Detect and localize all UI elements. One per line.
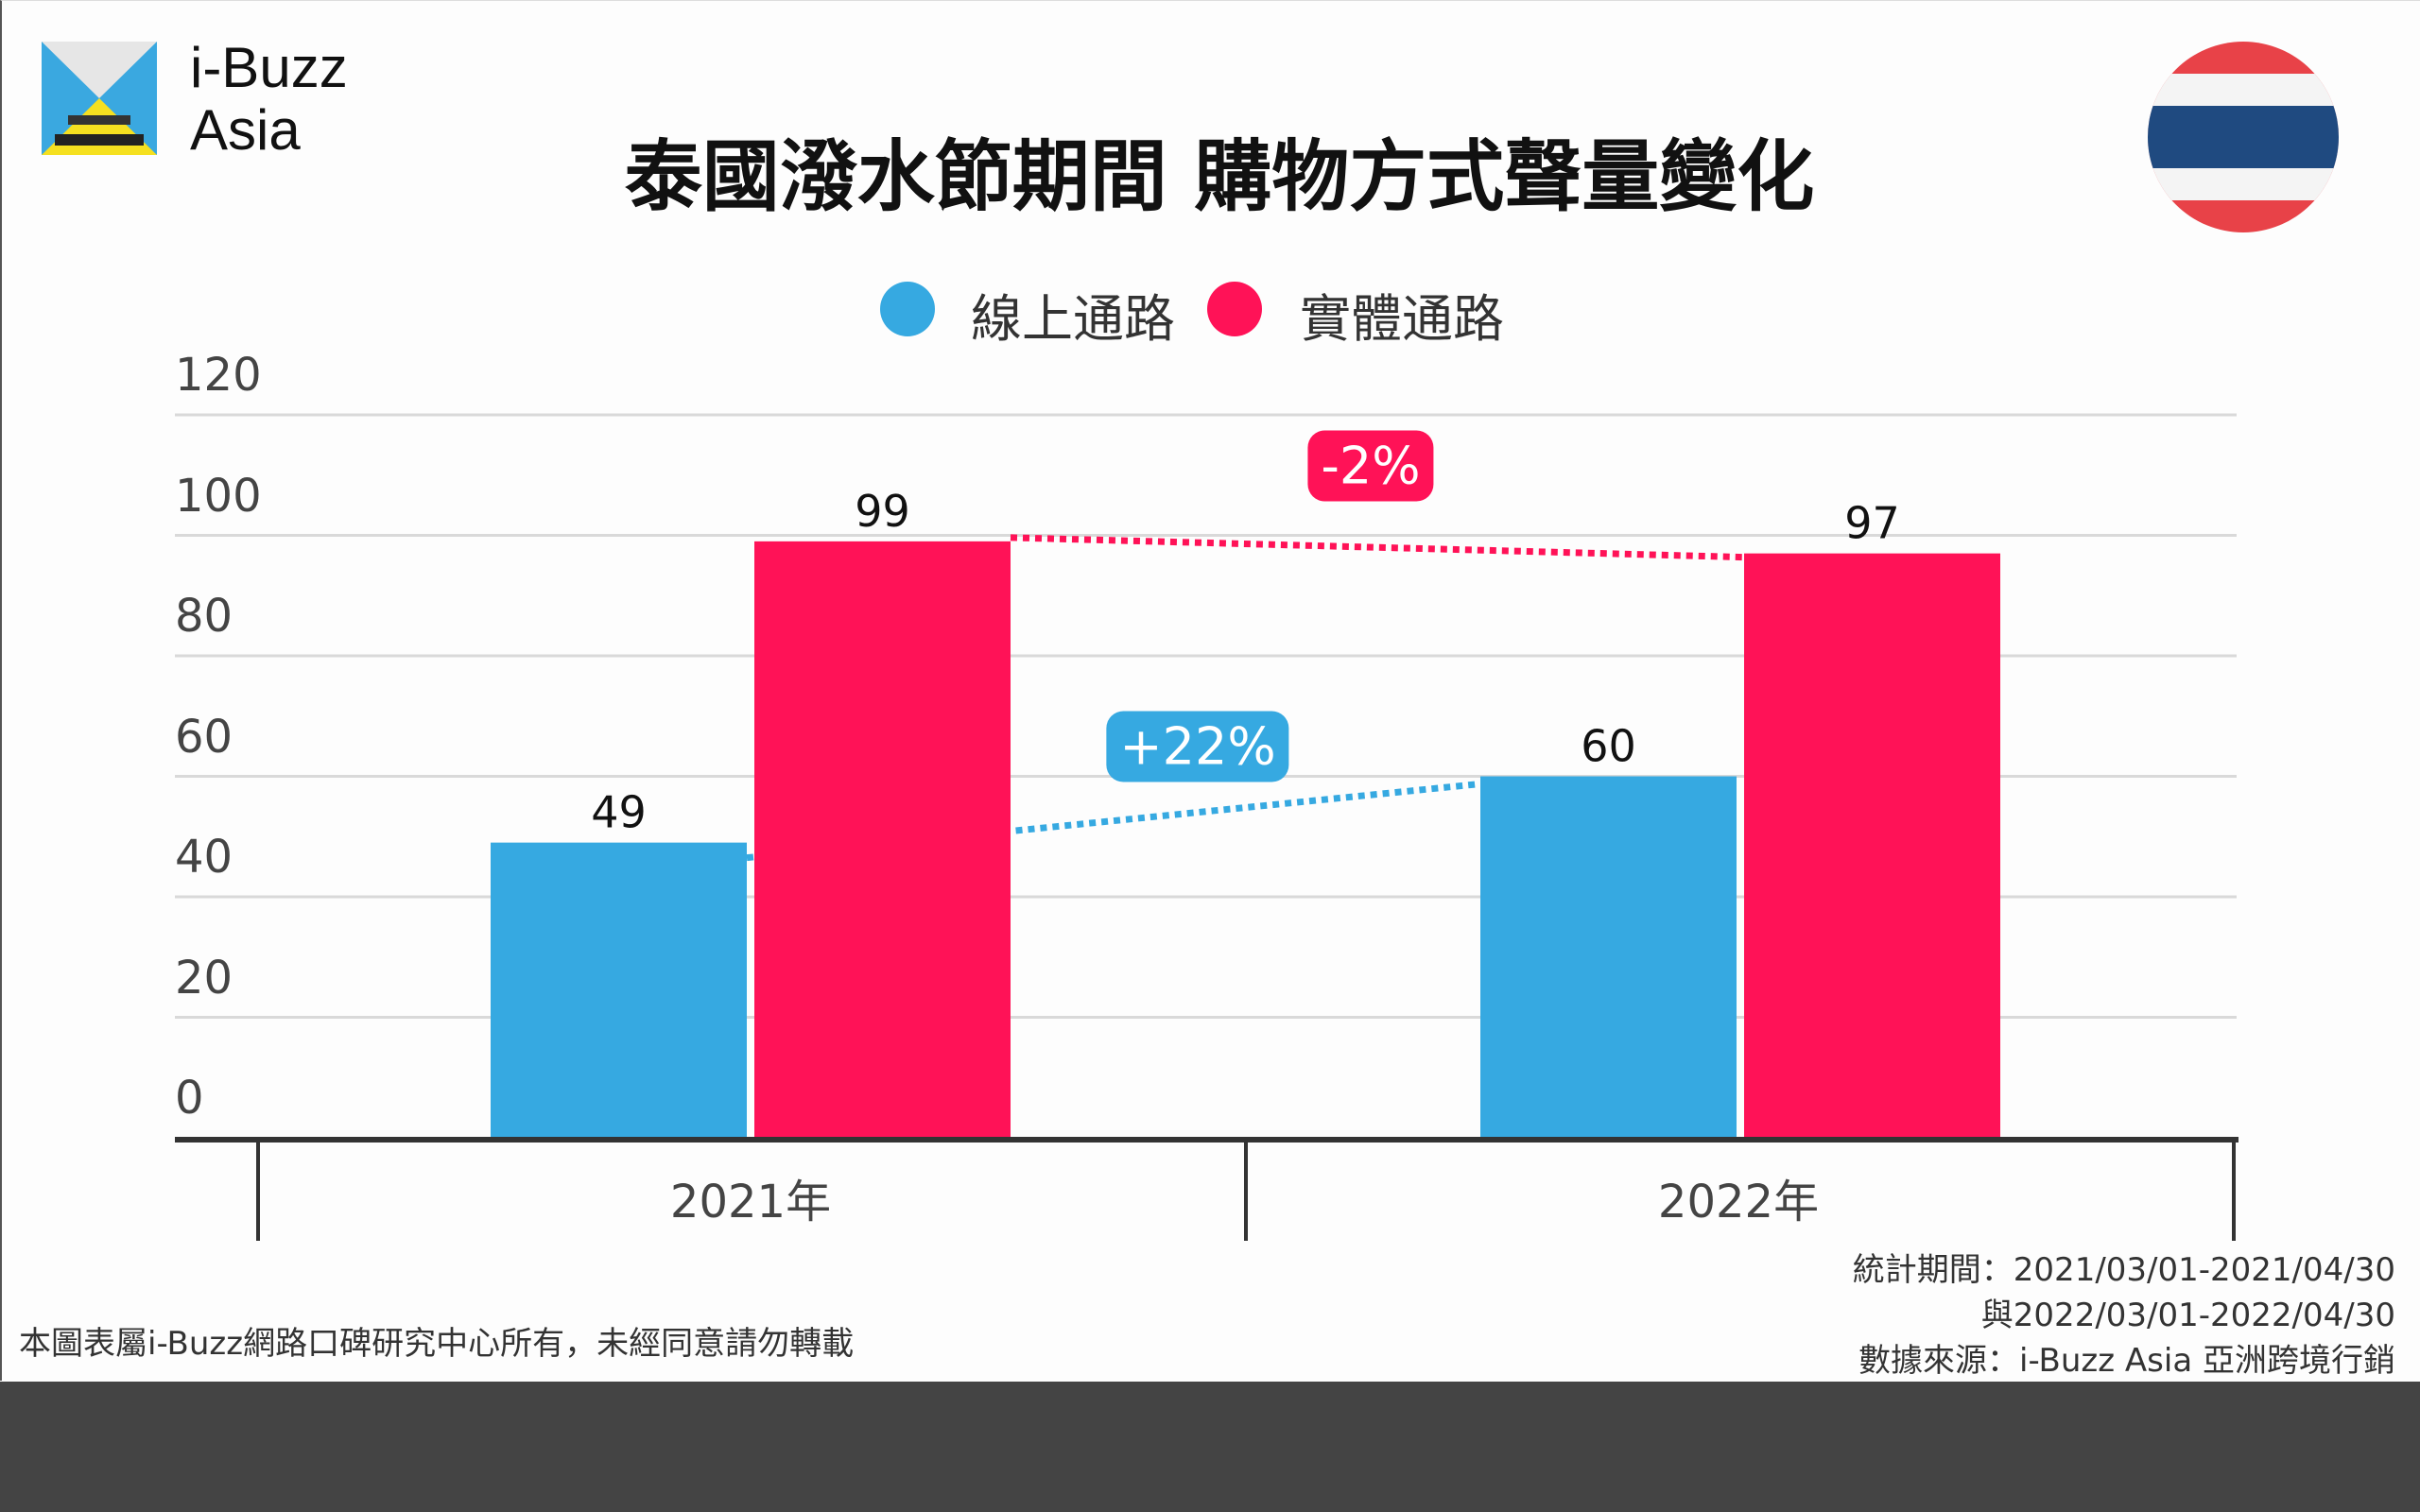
chart-canvas — [0, 0, 2420, 1381]
data-label: 97 — [1844, 498, 1900, 549]
y-tick-label: 0 — [175, 1072, 204, 1125]
data-label: 49 — [591, 787, 647, 838]
y-tick-label: 20 — [175, 951, 233, 1005]
legend-offline-label: 實體通路 — [1300, 289, 1504, 349]
y-tick-label: 80 — [175, 590, 233, 643]
legend-offline-marker — [1207, 282, 1262, 336]
thailand-flag-icon — [2148, 42, 2339, 232]
data-label: 60 — [1581, 721, 1636, 772]
category-label: 2021年 — [669, 1176, 832, 1228]
legend-online-label: 線上通路 — [971, 289, 1175, 349]
y-tick-label: 40 — [175, 831, 233, 884]
plot-area: 49 60 99 97 — [175, 413, 2238, 1241]
bar — [754, 541, 1011, 1138]
category-label: 2022年 — [1657, 1176, 1820, 1228]
chart-title: 泰國潑水節期間 購物方式聲量變化 — [624, 132, 1815, 222]
trend-line — [1010, 534, 1745, 561]
change-badge-offline: -2% — [1307, 430, 1434, 502]
bar — [1480, 776, 1737, 1138]
bar — [491, 842, 747, 1138]
bottom-band — [0, 1382, 2420, 1512]
bar — [1744, 553, 2000, 1138]
y-tick-label: 120 — [175, 349, 262, 402]
y-tick-label: 60 — [175, 710, 233, 764]
brand-line2: Asia — [190, 98, 301, 162]
period-line1: 統計期間：2021/03/01-2021/04/30 — [1852, 1251, 2395, 1289]
period-line2: 與2022/03/01-2022/04/30 — [1980, 1297, 2395, 1334]
data-label: 99 — [855, 486, 910, 537]
data-source: 數據來源：i-Buzz Asia 亞洲跨境行銷 — [1858, 1342, 2395, 1380]
copyright-note: 本圖表屬i-Buzz網路口碑研究中心所有，未經同意請勿轉載 — [19, 1325, 855, 1363]
change-badge-online: +22% — [1106, 711, 1289, 782]
brand-line1: i-Buzz — [190, 36, 348, 99]
y-tick-label: 100 — [175, 469, 262, 523]
legend-online-marker — [880, 282, 935, 336]
ibuzz-logo-icon — [42, 42, 157, 155]
